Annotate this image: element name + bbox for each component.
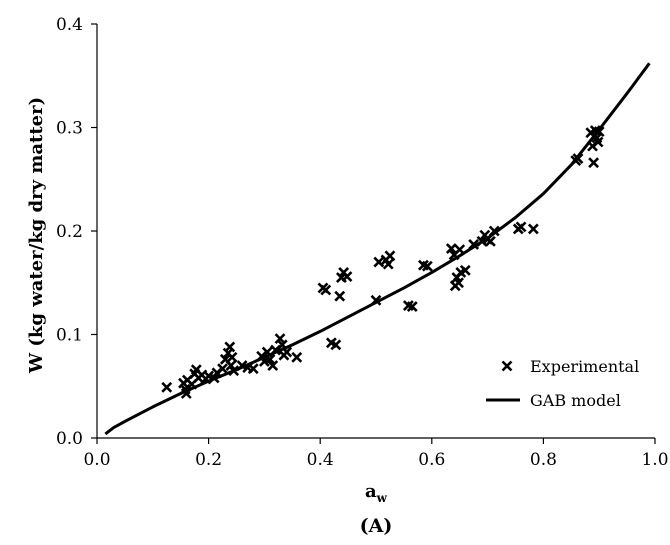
experimental-point (228, 365, 240, 377)
experimental-point (276, 339, 288, 351)
y-tick-label: 0.1 (56, 326, 83, 346)
experimental-point (572, 153, 584, 164)
experimental-point (592, 136, 604, 148)
gab-model-curve (104, 62, 651, 436)
experimental-point (330, 339, 342, 351)
experimental-series (161, 125, 605, 399)
experimental-point (382, 258, 394, 270)
experimental-point (341, 271, 353, 282)
experimental-point (247, 363, 259, 375)
experimental-point (208, 372, 220, 384)
experimental-point (180, 388, 192, 399)
experimental-point (527, 223, 539, 235)
legend-item-experimental: Experimental (501, 357, 639, 376)
experimental-point (261, 346, 273, 358)
experimental-point (161, 381, 173, 393)
y-tick-label: 0.3 (56, 119, 83, 139)
legend: Experimental GAB model (486, 357, 639, 410)
experimental-point (370, 294, 382, 306)
x-tick-label: 1.0 (641, 450, 668, 470)
experimental-point (264, 353, 276, 365)
experimental-point (453, 277, 465, 289)
y-tick-label: 0.2 (56, 222, 83, 242)
experimental-point (225, 360, 237, 371)
experimental-point (593, 126, 605, 138)
x-tick-label: 0.2 (195, 450, 222, 470)
experimental-point (291, 351, 303, 363)
experimental-point (267, 360, 279, 371)
legend-item-gab-model: GAB model (486, 391, 621, 410)
experimental-point (224, 341, 236, 353)
legend-label-gab-model: GAB model (530, 391, 621, 410)
experimental-point (454, 244, 466, 256)
x-ticks: 0.0 0.2 0.4 0.6 0.8 1.0 (83, 438, 669, 470)
experimental-point (334, 290, 346, 302)
x-tick-label: 0.0 (83, 450, 110, 470)
y-ticks: 0.0 0.1 0.2 0.3 0.4 (56, 15, 97, 449)
experimental-point (445, 243, 457, 255)
y-tick-label: 0.4 (56, 15, 83, 35)
x-tick-label: 0.6 (418, 450, 445, 470)
experimental-point (384, 250, 396, 262)
experimental-point (488, 225, 500, 237)
experimental-point (274, 333, 286, 345)
experimental-point (406, 301, 418, 312)
plot-area: 0.0 0.2 0.4 0.6 0.8 1.0 0.0 0.1 0.2 0.3 0.4 (56, 15, 669, 470)
experimental-point (373, 256, 385, 268)
experimental-point (515, 221, 527, 233)
experimental-point (320, 284, 332, 296)
y-axis-title: W (kg water/kg dry matter) (26, 97, 47, 374)
x-axis-title: aw (365, 481, 388, 505)
experimental-point (281, 346, 293, 358)
experimental-point (217, 363, 228, 375)
experimental-point (226, 351, 238, 363)
experimental-point (484, 235, 496, 247)
x-tick-label: 0.4 (307, 450, 334, 470)
experimental-point (468, 239, 480, 250)
experimental-point (588, 157, 600, 169)
y-tick-label: 0.0 (56, 429, 83, 449)
experimental-point (459, 264, 471, 276)
gab-model-series (104, 62, 651, 436)
experimental-point (421, 260, 433, 272)
legend-x-marker-icon (501, 360, 513, 372)
legend-label-experimental: Experimental (530, 357, 639, 376)
panel-label: (A) (360, 515, 393, 537)
x-tick-label: 0.8 (530, 450, 557, 470)
